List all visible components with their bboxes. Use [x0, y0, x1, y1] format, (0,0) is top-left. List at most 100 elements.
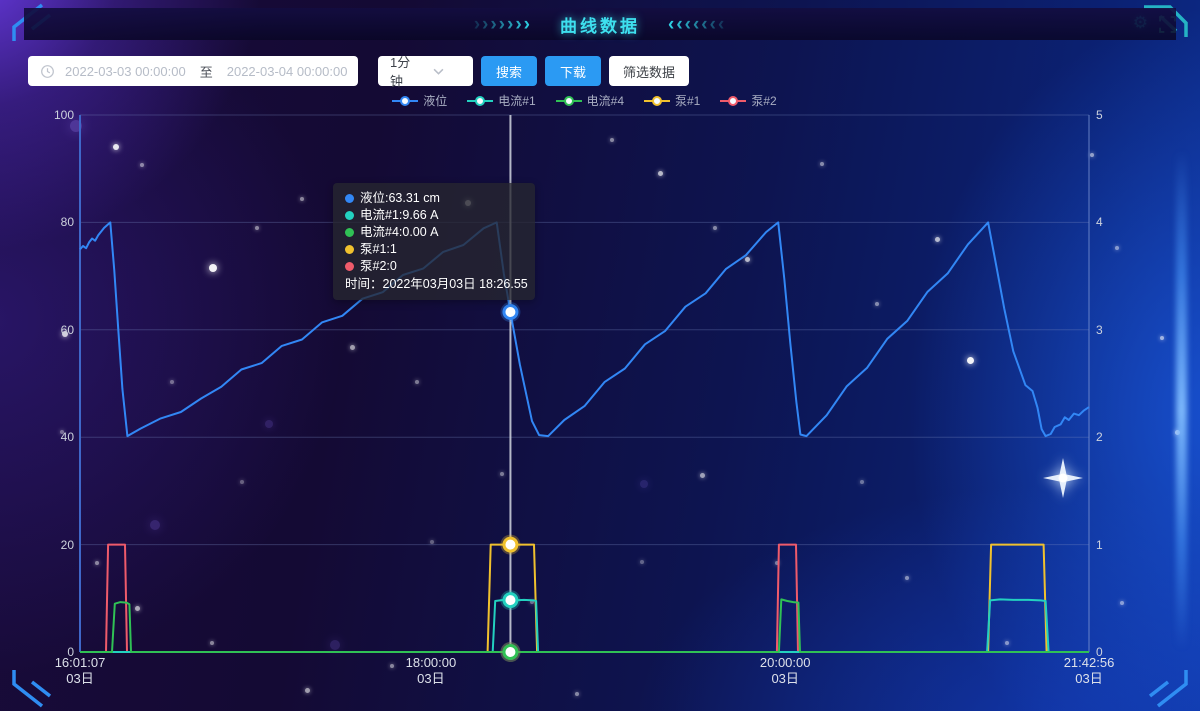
- tooltip-row-text: 泵#1:1: [360, 242, 397, 256]
- y-axis-left-tick-label: 60: [60, 322, 74, 337]
- page-title: 曲线数据: [560, 16, 640, 36]
- tooltip-row: 泵#2:0: [345, 258, 523, 275]
- star: [875, 302, 879, 306]
- date-start-value[interactable]: 2022-03-03 00:00:00: [65, 63, 186, 79]
- tooltip-series-dot: [345, 245, 354, 254]
- y-axis-right-tick-label: 5: [1096, 108, 1103, 122]
- legend-marker-icon: [720, 95, 747, 107]
- star: [860, 480, 864, 484]
- download-button[interactable]: 下载: [545, 56, 602, 86]
- toolbar: 2022-03-03 00:00:00 至 2022-03-04 00:00:0…: [28, 55, 690, 89]
- star: [745, 257, 750, 262]
- filter-data-button[interactable]: 筛选数据: [609, 56, 690, 86]
- star: [305, 688, 310, 693]
- star: [658, 171, 663, 176]
- tooltip-time: 时间：2022年03月03日 18:26.55: [345, 277, 528, 291]
- legend-label: 泵#1: [675, 94, 701, 108]
- star: [1160, 336, 1164, 340]
- x-tick-date: 03日: [417, 671, 445, 686]
- star: [575, 692, 579, 696]
- chart-tooltip: 液位:63.31 cm 电流#1:9.66 A 电流#4:0.00 A 泵#1:1 泵#…: [333, 183, 535, 300]
- tooltip-series-dot: [345, 194, 354, 203]
- y-axis-left-tick-label: 100: [53, 108, 74, 122]
- x-axis-tick-label: 20:00:00 03日: [760, 655, 811, 687]
- legend-label: 电流#1: [498, 94, 536, 108]
- date-range-input[interactable]: 2022-03-03 00:00:00 至 2022-03-04 00:00:0…: [28, 56, 358, 86]
- tooltip-series-dot: [345, 262, 354, 271]
- star: [240, 480, 244, 484]
- legend-marker-icon: [467, 95, 494, 107]
- series-liquid-level: [79, 221, 1090, 438]
- x-tick-time: 21:42:56: [1063, 655, 1115, 670]
- chevron-down-icon: [433, 68, 464, 75]
- series-current-1: [80, 598, 1089, 653]
- blue-glow-band: [1176, 150, 1187, 650]
- star: [640, 480, 648, 488]
- tooltip-row-text: 电流#4:0.00 A: [360, 225, 439, 239]
- chart-legend: 液位 电流#1 电流#4 泵#1 泵#2: [80, 92, 1089, 109]
- star: [135, 606, 140, 611]
- star: [300, 197, 304, 201]
- x-tick-date: 03日: [771, 671, 799, 686]
- x-tick-date: 03日: [66, 671, 94, 686]
- interval-select[interactable]: 1分钟: [378, 55, 473, 89]
- x-tick-time: 16:01:07: [54, 655, 106, 670]
- star: [713, 226, 717, 230]
- star: [700, 473, 705, 478]
- star: [150, 520, 160, 530]
- legend-marker-icon: [644, 95, 670, 107]
- corner-decoration-bottom-left: [12, 670, 52, 708]
- marker-pump-1: [502, 536, 519, 553]
- star: [430, 540, 434, 544]
- star: [415, 380, 419, 384]
- tooltip-row: 泵#1:1: [345, 241, 523, 258]
- legend-label: 电流#4: [586, 94, 624, 108]
- star: [1115, 246, 1119, 250]
- star: [330, 640, 340, 650]
- tooltip-row: 液位:63.31 cm: [345, 190, 523, 207]
- legend-label: 泵#2: [751, 94, 777, 108]
- corner-decoration-bottom-right: [1148, 670, 1188, 708]
- series-pump-1: [80, 543, 1089, 653]
- tooltip-row-text: 液位:63.31 cm: [360, 191, 440, 205]
- title-arrows-right: ‹‹‹‹‹‹‹: [668, 13, 727, 35]
- interval-selected-value: 1分钟: [390, 55, 411, 89]
- date-separator: 至: [199, 64, 213, 80]
- star: [905, 576, 909, 580]
- y-axis-right-tick-label: 0: [1096, 645, 1103, 659]
- date-end-value[interactable]: 2022-03-04 00:00:00: [226, 63, 348, 79]
- search-button[interactable]: 搜索: [481, 56, 538, 86]
- y-axis-left-tick-label: 80: [60, 215, 74, 230]
- legend-item-liquid-level[interactable]: 液位: [392, 92, 447, 109]
- star: [1005, 641, 1009, 645]
- star: [390, 664, 394, 668]
- legend-item-current-4[interactable]: 电流#4: [555, 92, 624, 109]
- x-tick-date: 03日: [1075, 671, 1103, 686]
- star: [935, 237, 940, 242]
- star: [60, 430, 64, 434]
- star: [113, 144, 119, 150]
- legend-item-current-1[interactable]: 电流#1: [467, 92, 536, 109]
- star: [530, 600, 534, 604]
- x-axis-tick-label: 16:01:07 03日: [55, 655, 106, 687]
- y-axis-right-tick-label: 4: [1096, 215, 1103, 230]
- y-axis-right-tick-label: 1: [1096, 537, 1103, 552]
- marker-current-4: [502, 644, 519, 660]
- star: [210, 641, 214, 645]
- legend-marker-icon: [392, 95, 419, 107]
- star: [820, 162, 824, 166]
- legend-item-pump-2[interactable]: 泵#2: [720, 92, 777, 109]
- legend-marker-icon: [555, 95, 582, 107]
- series-current-4: [80, 598, 1089, 653]
- x-tick-time: 20:00:00: [759, 655, 811, 670]
- star: [1090, 153, 1094, 157]
- star: [140, 163, 144, 167]
- star: [775, 561, 779, 565]
- sparkle-star: [1043, 458, 1083, 498]
- y-axis-left-tick-label: 0: [67, 645, 74, 659]
- legend-item-pump-1[interactable]: 泵#1: [644, 92, 700, 109]
- clock-icon: [40, 64, 55, 79]
- tooltip-row-text: 泵#2:0: [360, 259, 397, 273]
